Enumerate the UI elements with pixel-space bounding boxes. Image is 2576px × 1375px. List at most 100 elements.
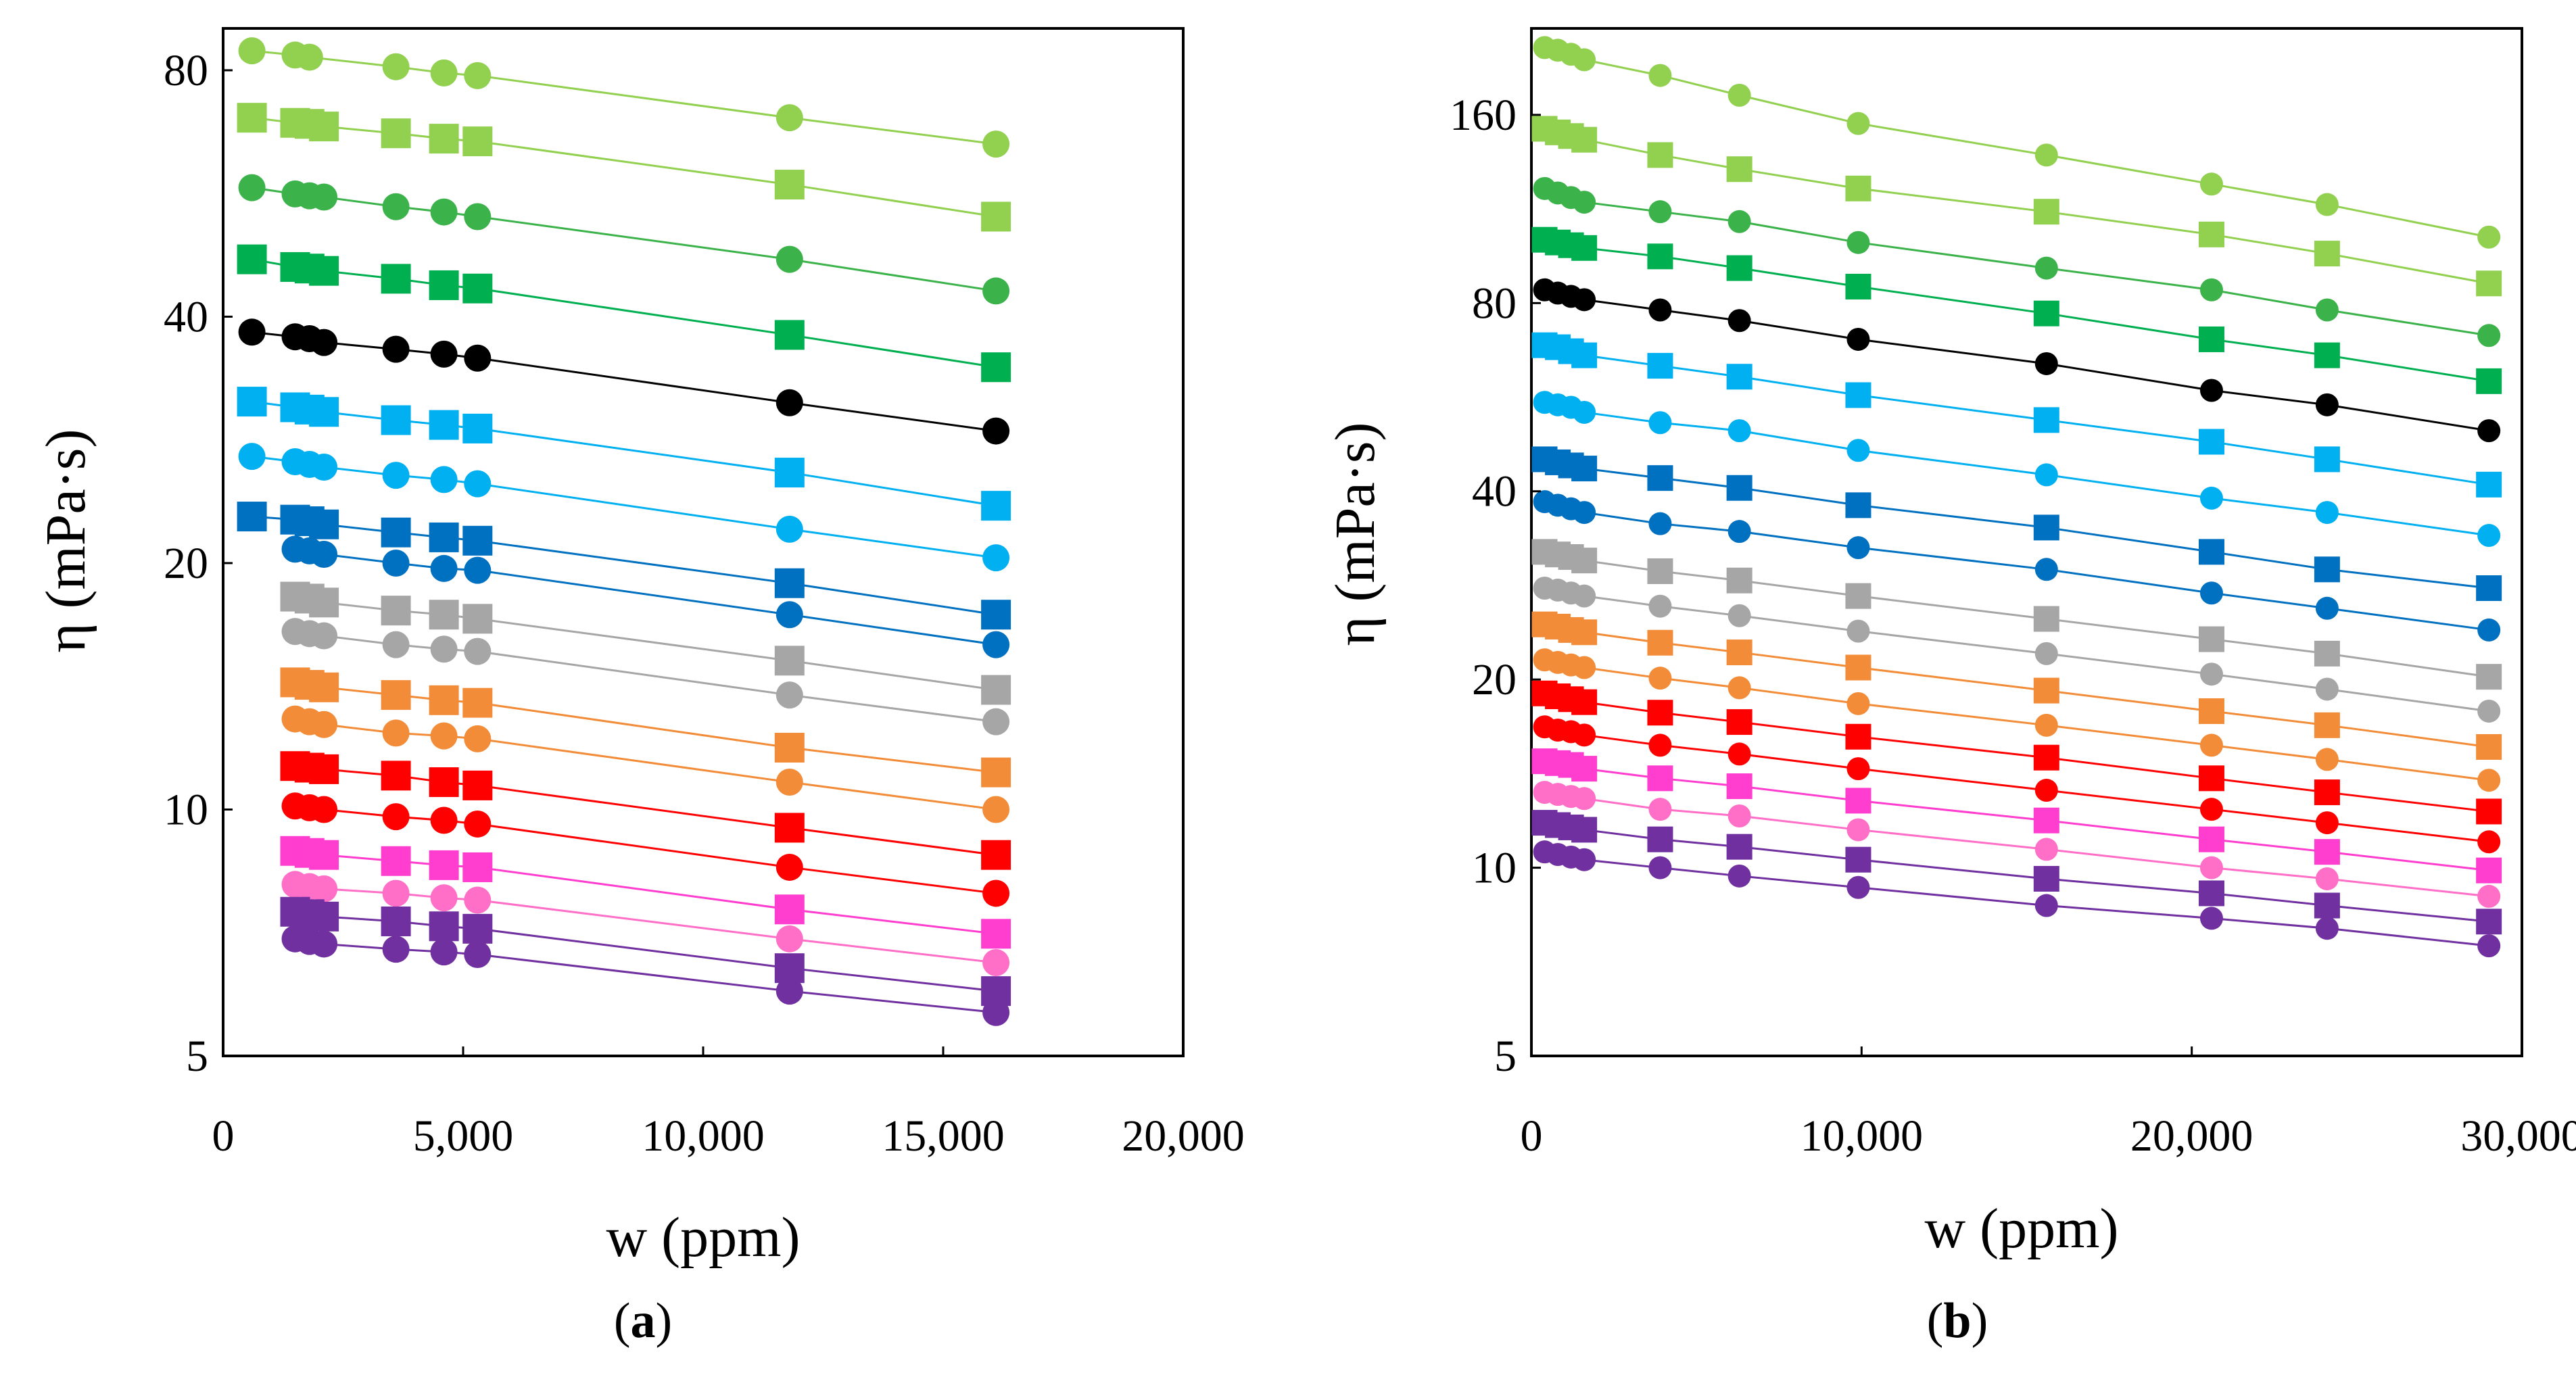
chart-a-series-16-point <box>309 840 339 870</box>
chart-b-series-8-point <box>2199 539 2224 564</box>
chart-b-series-7-point <box>2200 487 2223 510</box>
chart-b-series-3-point <box>1728 210 1751 233</box>
chart-a-series-3-point <box>431 199 458 226</box>
chart-b-series-17-point <box>2200 857 2223 879</box>
chart-a-series-14-point <box>462 771 492 800</box>
chart-b-series-10-point <box>2476 664 2502 690</box>
chart-b-series-18-point <box>2314 893 2340 919</box>
chart-a-series-8-point <box>429 523 459 552</box>
chart-b-series-3-point <box>1846 231 1869 254</box>
chart-a-series-13-point <box>431 723 458 750</box>
chart-b-series-17-point <box>1573 787 1596 810</box>
chart-a-series-2-point <box>775 170 805 199</box>
chart-b-series-14-point <box>1647 700 1673 725</box>
chart-b-series-1-point <box>1573 48 1596 71</box>
chart-a-series-6-point <box>775 458 805 487</box>
chart-b-series-17-point <box>1728 804 1751 827</box>
chart-b-series-16-point <box>1647 765 1673 791</box>
chart-b-series-9-point <box>2035 558 2058 581</box>
chart-a-series-4-point <box>309 256 339 286</box>
chart-b-series-12-point <box>1647 630 1673 656</box>
chart-a-series-3-point <box>464 203 491 230</box>
chart-b-series-4-point <box>1647 243 1673 269</box>
chart-b-series-19-point <box>1573 848 1596 871</box>
chart-b-series-13-point <box>2316 748 2339 771</box>
chart-b-series-9-point <box>1846 536 1869 559</box>
chart-a-series-7-point <box>239 443 266 470</box>
chart-a-series-4-point <box>429 270 459 300</box>
chart-a-series-1-point <box>431 59 458 87</box>
chart-a-series-1-point <box>464 62 491 89</box>
chart-b-series-4-point <box>1571 235 1597 261</box>
chart-b-series-19-point <box>1846 876 1869 899</box>
chart-a-series-3-point <box>383 193 410 220</box>
chart-a-series-17-point <box>464 887 491 914</box>
chart-b-series-18-point <box>1845 847 1871 873</box>
chart-a-y-tick-label: 20 <box>164 539 208 588</box>
chart-b-series-10-point <box>2199 627 2224 652</box>
chart-b-series-19-point <box>2477 934 2500 957</box>
chart-a-series-1-point <box>239 37 266 64</box>
chart-b-series-6-point <box>1571 343 1597 368</box>
chart-a-series-18-point <box>381 907 411 936</box>
chart-a-series-8-point <box>462 526 492 556</box>
chart-b-series-3-point <box>2200 279 2223 301</box>
chart-a-series-9-point <box>383 550 410 577</box>
chart-b-series-1-point <box>1846 112 1869 135</box>
chart-b-y-tick-label: 10 <box>1472 844 1517 893</box>
chart-a-series-13-point <box>383 719 410 746</box>
chart-a-series-6-point <box>981 491 1011 521</box>
chart-a-y-tick-label: 10 <box>164 785 208 834</box>
chart-a-series-17-point <box>776 925 803 952</box>
chart-a-panel-label: (a) <box>614 1293 672 1349</box>
chart-b-series-11-point <box>1728 604 1751 627</box>
chart-b-series-11-point <box>2316 677 2339 700</box>
chart-b-series-10-point <box>2034 606 2059 632</box>
chart-b-series-17-point <box>1846 818 1869 841</box>
chart-b-series-5-point <box>2316 393 2339 416</box>
chart-a-series-15-point <box>383 803 410 830</box>
chart-b-series-7-point <box>1728 419 1751 442</box>
chart-b-series-4-point <box>2199 327 2224 352</box>
chart-b-series-10-point <box>1647 558 1673 584</box>
chart-b-x-tick-label: 30,000 <box>2460 1111 2576 1161</box>
chart-b-series-17-point <box>2035 838 2058 861</box>
chart-b-series-15-point <box>1846 757 1869 780</box>
chart-a-series-14-point <box>775 813 805 842</box>
chart-b-series-6-point <box>1727 364 1752 389</box>
chart-b-series-10-point <box>2314 641 2340 667</box>
chart-b-series-7-point <box>2035 463 2058 486</box>
chart-a-series-1-point <box>982 130 1009 158</box>
chart-a-series-18-point <box>429 911 459 941</box>
chart-b-series-15-point <box>2477 830 2500 853</box>
chart-a-series-14-point <box>309 754 339 784</box>
chart-a-series-15-point <box>431 807 458 834</box>
chart-b-series-12-point <box>2314 713 2340 738</box>
chart-a-series-19-point <box>431 938 458 965</box>
chart-a-series-9-point <box>310 541 337 568</box>
chart-a-series-5-point <box>383 336 410 363</box>
chart-b-series-2-point <box>2034 199 2059 224</box>
chart-b-series-19-point <box>1648 857 1671 879</box>
chart-b-series-5-point <box>1728 309 1751 332</box>
chart-b-series-19-point <box>2200 907 2223 930</box>
chart-a-series-12-point <box>462 688 492 718</box>
chart-b-series-6-point <box>2199 429 2224 455</box>
chart-a-series-4-point <box>775 320 805 349</box>
chart-b-series-8-point <box>1845 492 1871 518</box>
chart-a-series-19-point <box>464 941 491 968</box>
chart-b-series-14-point <box>2476 798 2502 824</box>
chart-b-y-tick-label: 5 <box>1494 1032 1517 1081</box>
chart-a-series-18-point <box>309 902 339 932</box>
chart-b-series-3-point <box>2316 299 2339 322</box>
chart-b-series-6-point <box>1845 382 1871 408</box>
chart-b-series-10-point <box>1727 568 1752 594</box>
chart-b-series-3-point <box>2035 257 2058 280</box>
chart-a-y-axis-label: η (mPa·s) <box>34 429 97 653</box>
chart-a-series-6-point <box>237 387 267 416</box>
chart-b-series-3-point <box>1573 191 1596 214</box>
chart-b-series-2-point <box>1647 142 1673 168</box>
chart-b-series-19-point <box>2316 917 2339 940</box>
chart-a-series-9-point <box>431 555 458 582</box>
chart-a-series-19-point <box>982 999 1009 1026</box>
